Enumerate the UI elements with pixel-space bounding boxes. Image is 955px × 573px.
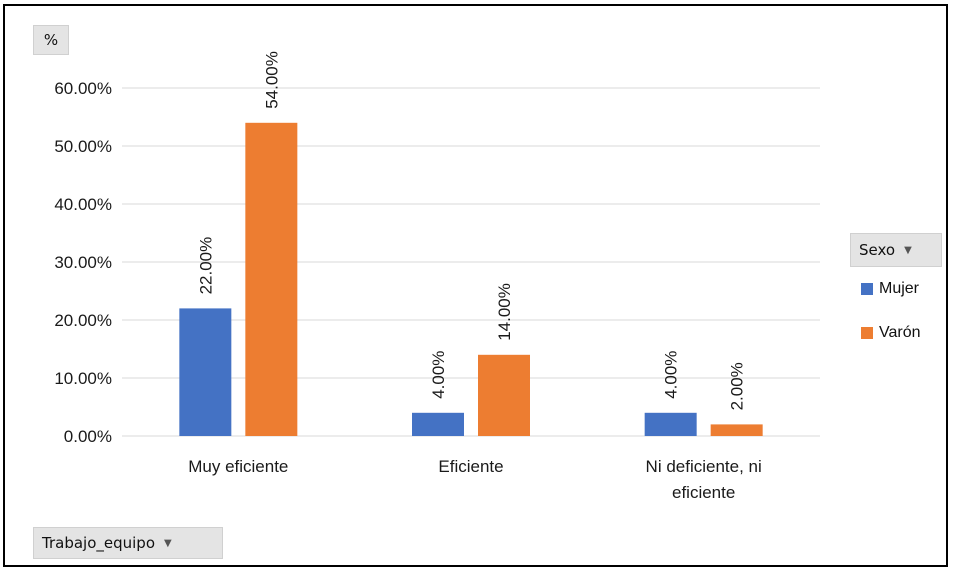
axis-field-label: Trabajo_equipo bbox=[42, 534, 155, 552]
bar bbox=[179, 308, 232, 436]
y-tick-label: 30.00% bbox=[54, 253, 112, 272]
y-tick-label: 10.00% bbox=[54, 369, 112, 388]
data-label: 4.00% bbox=[662, 351, 681, 399]
data-label: 2.00% bbox=[728, 362, 747, 410]
dropdown-arrow-icon: ▼ bbox=[164, 537, 172, 549]
y-tick-label: 40.00% bbox=[54, 195, 112, 214]
legend-item-varon: Varón bbox=[861, 324, 921, 342]
x-tick-label: Muy eficiente bbox=[188, 457, 288, 476]
data-label: 14.00% bbox=[495, 283, 514, 341]
x-tick-label: eficiente bbox=[672, 483, 735, 502]
bar bbox=[644, 412, 697, 436]
bar bbox=[245, 122, 298, 437]
legend-field-label: Sexo bbox=[859, 241, 896, 259]
data-label: 4.00% bbox=[429, 351, 448, 399]
bar bbox=[710, 424, 763, 436]
chart-frame bbox=[3, 4, 948, 567]
legend-swatch bbox=[861, 283, 873, 295]
y-tick-label: 0.00% bbox=[64, 427, 112, 446]
bar bbox=[478, 354, 530, 436]
legend-field-button[interactable]: Sexo ▼ bbox=[850, 233, 942, 267]
bar bbox=[412, 412, 464, 436]
value-field-button[interactable]: % bbox=[33, 25, 69, 55]
y-tick-label: 60.00% bbox=[54, 79, 112, 98]
legend-item-mujer: Mujer bbox=[861, 280, 919, 298]
value-field-label: % bbox=[43, 31, 59, 49]
x-tick-label: Eficiente bbox=[438, 457, 503, 476]
dropdown-arrow-icon: ▼ bbox=[904, 244, 912, 256]
axis-field-button[interactable]: Trabajo_equipo ▼ bbox=[33, 527, 223, 559]
y-tick-label: 20.00% bbox=[54, 311, 112, 330]
legend-swatch bbox=[861, 327, 873, 339]
legend-label: Mujer bbox=[879, 280, 920, 297]
x-tick-label: Ni deficiente, ni bbox=[646, 457, 762, 476]
y-tick-label: 50.00% bbox=[54, 137, 112, 156]
legend-label: Varón bbox=[879, 324, 921, 341]
data-label: 22.00% bbox=[196, 237, 215, 295]
data-label: 54.00% bbox=[262, 51, 281, 109]
